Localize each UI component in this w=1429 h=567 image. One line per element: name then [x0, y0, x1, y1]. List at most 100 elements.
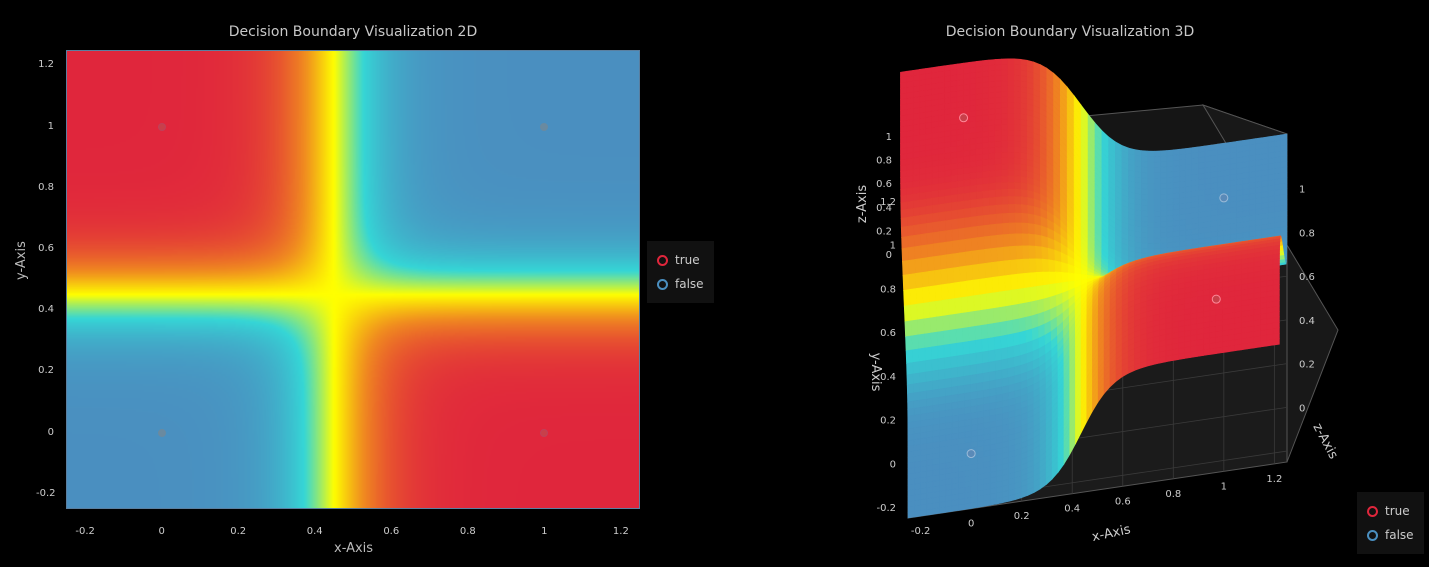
data-point-true[interactable]: [540, 428, 549, 437]
x-tick-label-2d: 0: [158, 526, 165, 537]
surface-cell: [931, 369, 940, 382]
surface-cell: [1034, 223, 1042, 237]
surface-cell: [970, 382, 978, 393]
surface-cell: [977, 249, 986, 265]
surface-cell: [1160, 188, 1168, 195]
surface-cell: [939, 241, 947, 257]
surface-cell: [1172, 219, 1180, 227]
surface-cell: [909, 288, 918, 306]
surface-cell: [989, 379, 997, 390]
legend3d-item-true[interactable]: true: [1367, 499, 1414, 523]
surface-cell: [1153, 172, 1161, 179]
surface-cell: [916, 302, 925, 321]
surface-cell: [951, 228, 960, 242]
surface-cell: [1172, 170, 1180, 178]
surface-cell: [1178, 352, 1185, 360]
surface-cell: [902, 259, 910, 276]
surface-cell: [1016, 273, 1025, 290]
surface-cell: [1036, 285, 1044, 301]
surface-cell: [932, 388, 940, 399]
surface-cell: [930, 331, 938, 348]
surface-cell: [945, 240, 954, 256]
surface-cell: [1141, 221, 1149, 228]
surface-cell: [1034, 245, 1043, 260]
surface-cell: [1001, 151, 1009, 159]
surface-cell: [941, 283, 949, 301]
surface-cell: [987, 323, 995, 339]
surface-cell: [1008, 196, 1016, 205]
surface-cell: [943, 329, 951, 346]
data-point-true[interactable]: [157, 122, 166, 131]
surface-cell: [1054, 260, 1063, 273]
surface-cell: [912, 361, 920, 375]
surface-cell: [995, 182, 1003, 191]
surface-cell: [932, 411, 940, 420]
surface-cell: [969, 191, 977, 201]
surface-cell: [981, 350, 990, 364]
surface-cell: [982, 371, 990, 383]
surface-cell: [944, 202, 952, 213]
surface-cell: [963, 179, 971, 188]
surface-cell: [975, 148, 983, 156]
surface-cell: [976, 362, 984, 375]
surface-cell: [929, 301, 937, 319]
surface-cell: [988, 135, 996, 143]
surface-cell: [1007, 140, 1015, 148]
surface-cell: [957, 208, 965, 220]
surface-cell: [1004, 289, 1013, 307]
legend-item-false[interactable]: false: [657, 272, 704, 296]
surface-cell: [1023, 287, 1032, 304]
surface-cell: [1147, 167, 1155, 174]
y-tick-label-2d: 0.8: [38, 181, 54, 193]
surface-cell: [976, 165, 983, 173]
surface-cell: [1006, 319, 1014, 336]
surface-cell: [1172, 187, 1180, 194]
surface-cell: [994, 80, 1002, 88]
surface-cell: [903, 304, 912, 323]
legend3d-label-true: true: [1385, 504, 1410, 518]
surface-cell: [994, 118, 1002, 126]
surface-cell: [932, 221, 940, 233]
surface-cell: [1166, 176, 1174, 184]
surface-cell: [929, 316, 938, 334]
surface-cell: [900, 216, 908, 228]
surface-cell: [1014, 169, 1022, 177]
surface-cell: [942, 314, 951, 332]
surface-cell: [960, 280, 968, 298]
surface-cell: [945, 219, 953, 232]
surface-cell: [995, 169, 1003, 177]
surface-cell: [1025, 315, 1033, 332]
surface-cell: [988, 91, 996, 99]
surface-cell: [944, 210, 953, 222]
surface-cell: [970, 198, 978, 209]
surface-cell: [971, 237, 979, 252]
surface-cell: [1021, 233, 1030, 247]
surface-cell: [960, 296, 969, 314]
surface-cell: [908, 259, 916, 275]
legend-item-true[interactable]: true: [657, 248, 704, 272]
surface-cell: [1172, 214, 1180, 222]
surface-cell: [910, 303, 918, 322]
surface-cell: [906, 362, 914, 376]
surface-cell: [989, 196, 997, 207]
surface-cell: [994, 96, 1002, 104]
surface-cell: [1147, 227, 1155, 234]
data-point-false[interactable]: [157, 428, 166, 437]
surface-cell: [962, 327, 970, 343]
legend3d-item-false[interactable]: false: [1367, 523, 1414, 547]
surface-cell: [949, 342, 958, 358]
surface-cell: [926, 508, 934, 516]
surface-cell: [970, 501, 978, 509]
x-tick-label-2d: 0.2: [230, 526, 247, 537]
surface-cell: [968, 326, 976, 342]
surface-cell: [974, 310, 982, 327]
data-point-false[interactable]: [540, 122, 549, 131]
surface-cell: [938, 220, 947, 233]
surface-cell: [1013, 331, 1021, 347]
surface-cell: [1007, 345, 1015, 360]
surface-cell: [1061, 261, 1069, 274]
surface-cell: [939, 410, 947, 419]
surface-cell: [974, 325, 983, 341]
surface-cell: [994, 107, 1002, 115]
